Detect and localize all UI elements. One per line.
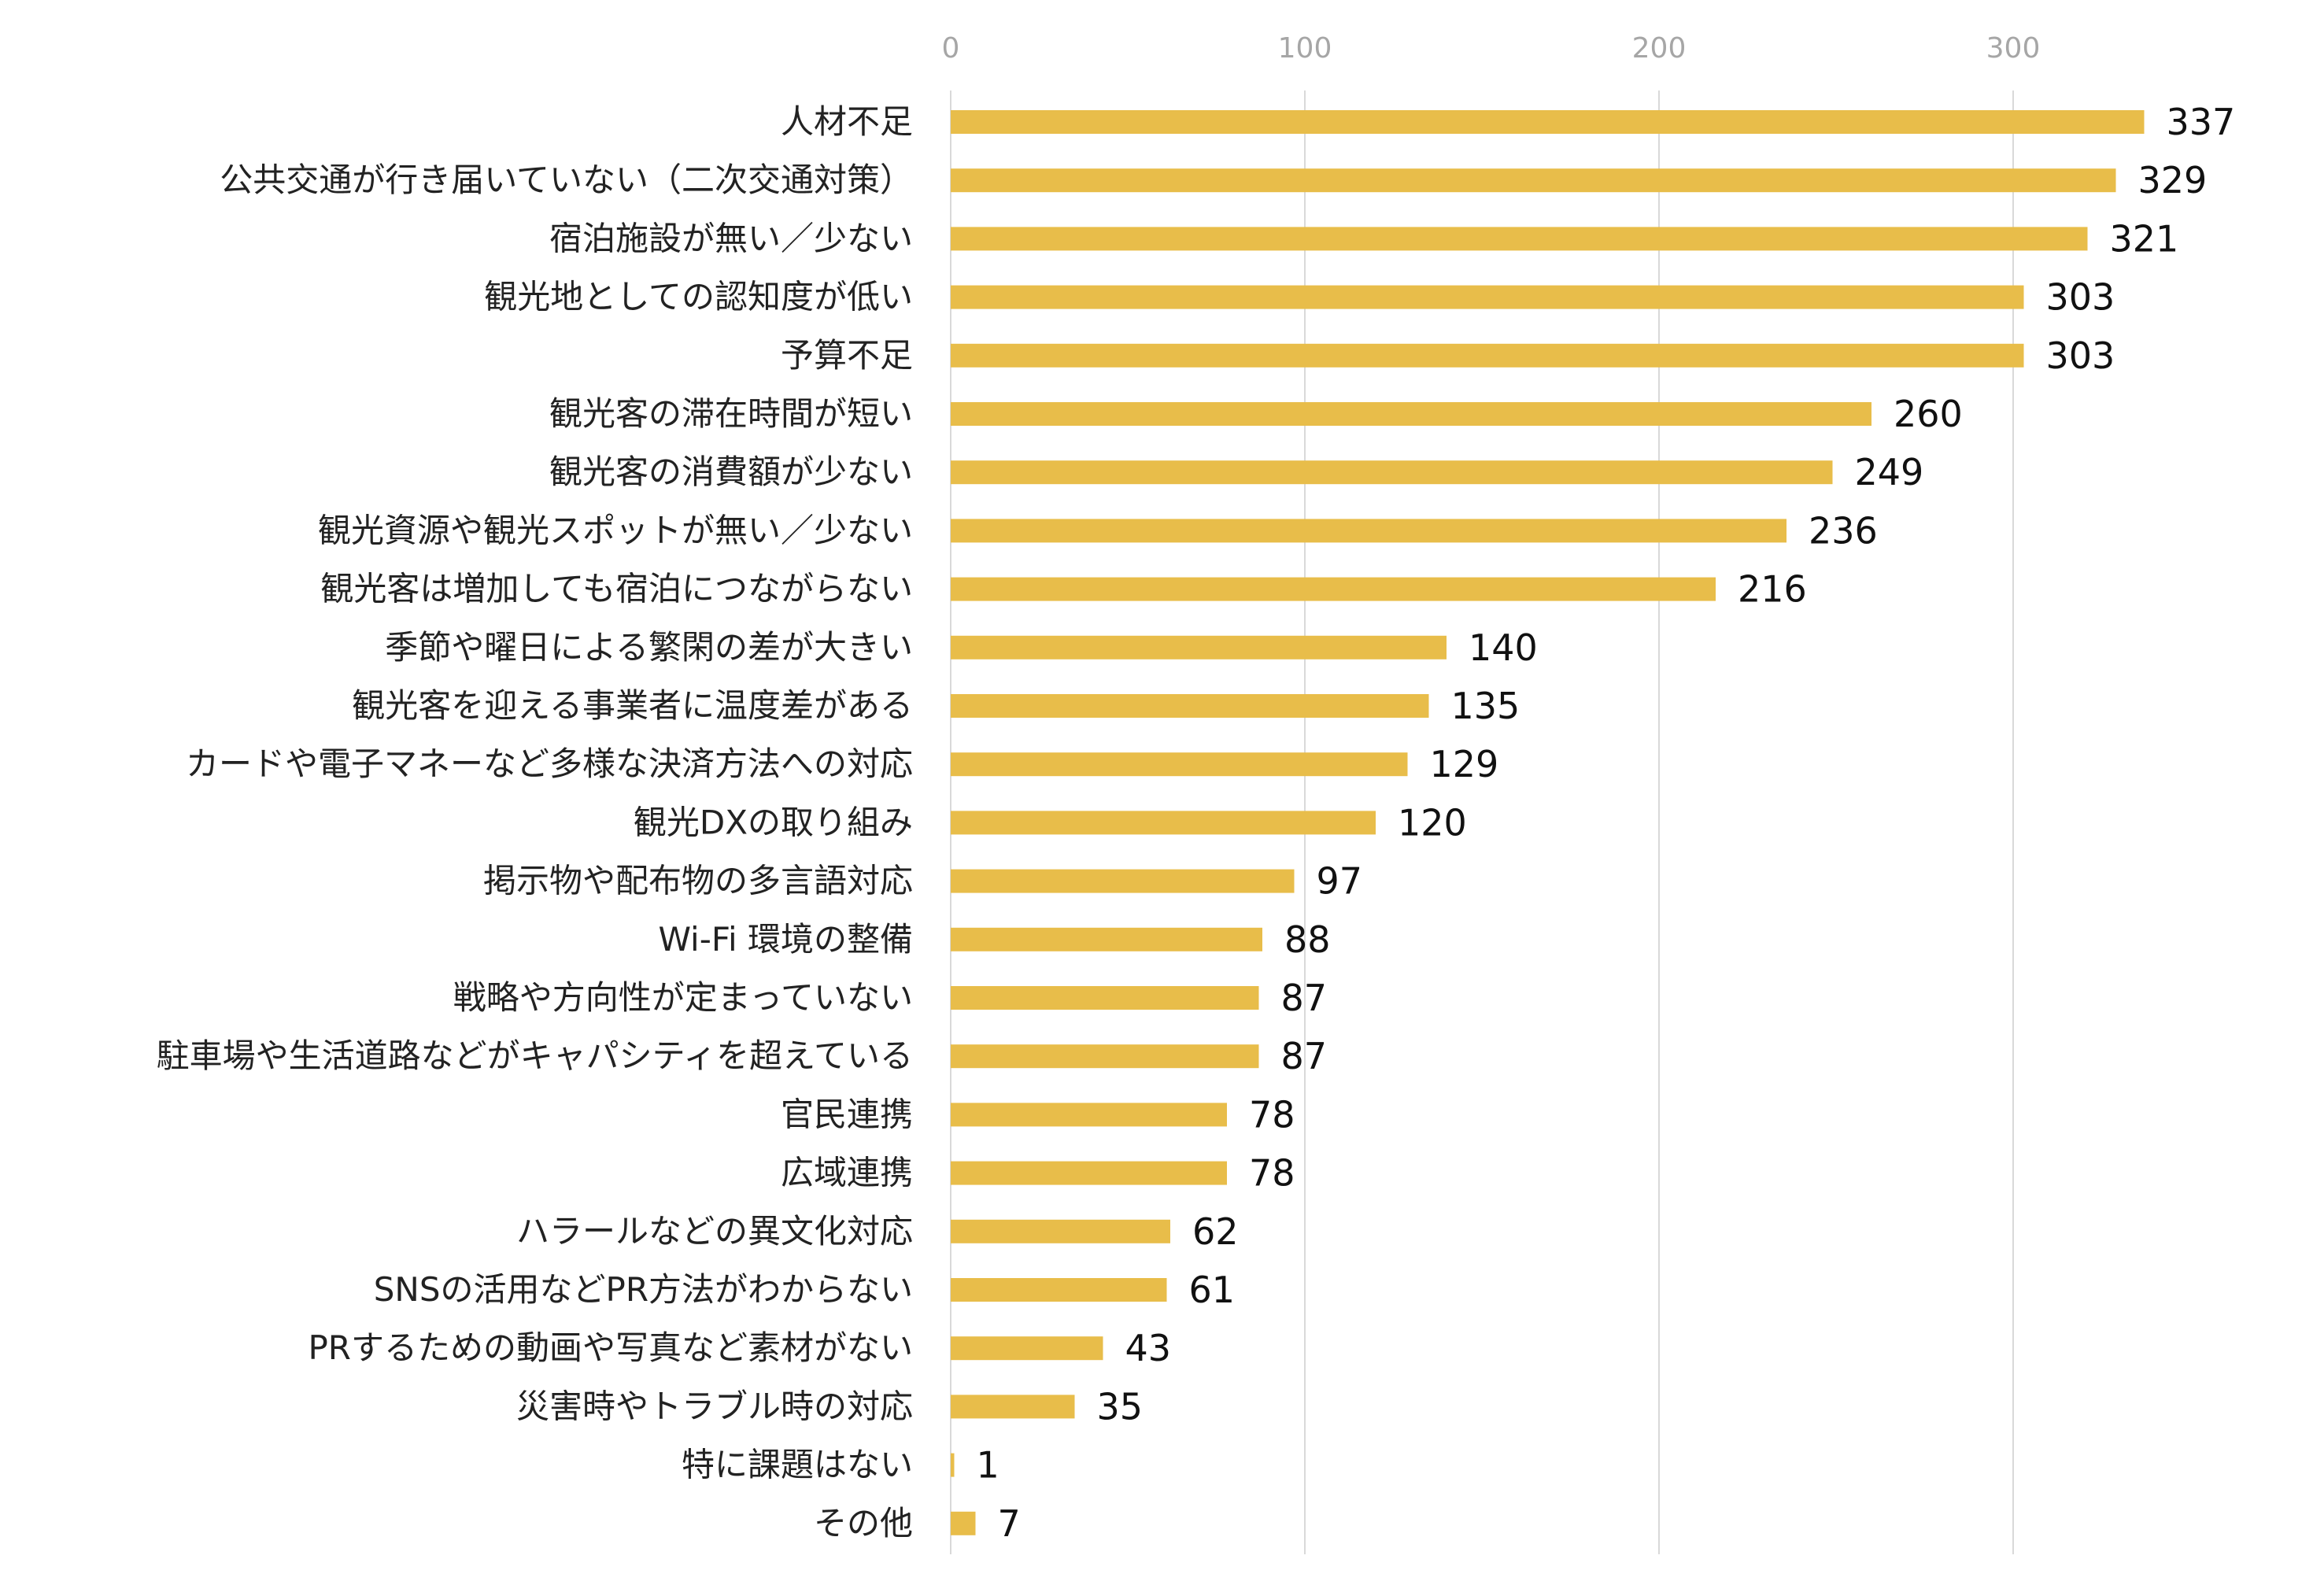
bar	[951, 1219, 1170, 1243]
bar	[951, 227, 2088, 251]
category-label: 観光客を迎える事業者に温度差がある	[352, 686, 913, 725]
category-label: その他	[814, 1504, 913, 1542]
bar	[951, 1511, 976, 1535]
value-label: 303	[2046, 334, 2115, 377]
bar	[951, 402, 1871, 426]
bar	[951, 811, 1376, 835]
bar	[951, 110, 2145, 134]
value-label: 87	[1281, 1035, 1328, 1077]
category-label: 予算不足	[781, 336, 913, 375]
value-label: 87	[1281, 977, 1328, 1019]
category-label: 災害時やトラブル時の対応	[516, 1387, 913, 1425]
bar	[951, 168, 2116, 193]
category-label: 掲示物や配布物の多言語対応	[483, 862, 913, 900]
bar	[951, 1103, 1227, 1127]
bar	[951, 986, 1259, 1010]
value-label: 97	[1317, 860, 1363, 903]
category-label: 観光DXの取り組み	[634, 803, 913, 841]
value-label: 61	[1189, 1269, 1236, 1311]
value-labels: 3373293213033032602492362161401351291209…	[977, 101, 2236, 1545]
category-label: 広域連携	[781, 1154, 913, 1192]
value-label: 337	[2167, 101, 2236, 143]
category-label: 観光客の消費額が少ない	[549, 453, 913, 491]
bar	[951, 635, 1447, 659]
bar	[951, 869, 1295, 893]
category-label: 季節や曜日による繁閑の差が大きい	[385, 628, 913, 667]
bar	[951, 285, 2024, 309]
value-label: 120	[1398, 801, 1467, 844]
value-label: 321	[2110, 217, 2179, 260]
category-label: 公共交通が行き届いていない（二次交通対策）	[220, 161, 913, 199]
value-label: 135	[1451, 685, 1520, 727]
category-label: 観光客の滞在時間が短い	[549, 394, 913, 433]
bar	[951, 694, 1429, 718]
value-label: 260	[1894, 393, 1963, 435]
value-label: 88	[1284, 918, 1331, 961]
bar	[951, 1161, 1227, 1185]
category-label: 駐車場や生活道路などがキャパシティを超えている	[157, 1036, 913, 1075]
category-label: 宿泊施設が無い／少ない	[549, 219, 913, 257]
category-label: 観光客は増加しても宿泊につながらない	[320, 570, 913, 608]
bar	[951, 519, 1786, 543]
value-label: 129	[1430, 743, 1499, 785]
value-label: 329	[2138, 159, 2208, 201]
category-label: PRするための動画や写真など素材がない	[308, 1328, 913, 1367]
x-tick-label: 0	[942, 32, 960, 65]
value-label: 78	[1249, 1093, 1295, 1136]
bar	[951, 577, 1716, 601]
x-tick-label: 200	[1632, 32, 1687, 65]
bar	[951, 1278, 1167, 1302]
value-label: 216	[1738, 568, 1807, 611]
bar	[951, 343, 2024, 368]
category-label: 観光地としての認知度が低い	[484, 278, 913, 316]
category-label: 戦略や方向性が定まっていない	[453, 978, 913, 1017]
category-label: カードや電子マネーなど多様な決済方法への対応	[186, 744, 913, 783]
bar	[951, 752, 1408, 777]
value-label: 78	[1249, 1152, 1295, 1195]
value-label: 1	[977, 1444, 999, 1487]
value-label: 62	[1192, 1210, 1239, 1253]
x-tick-label: 300	[1986, 32, 2041, 65]
bar	[951, 1395, 1075, 1419]
bar	[951, 460, 1833, 485]
value-label: 249	[1855, 451, 1924, 493]
x-tick-label: 100	[1278, 32, 1332, 65]
bar	[951, 1044, 1259, 1069]
category-label: Wi-Fi 環境の整備	[658, 920, 913, 959]
value-label: 140	[1469, 626, 1538, 669]
category-label: 特に課題はない	[682, 1446, 913, 1484]
category-label: 官民連携	[781, 1095, 913, 1133]
bars	[951, 110, 2145, 1535]
category-label: 人材不足	[781, 102, 913, 141]
category-label: SNSの活用などPR方法がわからない	[374, 1270, 913, 1309]
category-label: ハラールなどの異文化対応	[516, 1212, 913, 1251]
category-label: 観光資源や観光スポットが無い／少ない	[318, 511, 913, 549]
bar	[951, 1453, 955, 1477]
bar	[951, 927, 1262, 951]
x-axis-ticks: 0 100 200 300	[942, 32, 2041, 65]
bar	[951, 1336, 1103, 1361]
value-label: 35	[1097, 1385, 1144, 1428]
value-label: 303	[2046, 276, 2115, 319]
value-label: 7	[998, 1502, 1021, 1545]
value-label: 43	[1125, 1327, 1172, 1369]
value-label: 236	[1809, 509, 1878, 552]
